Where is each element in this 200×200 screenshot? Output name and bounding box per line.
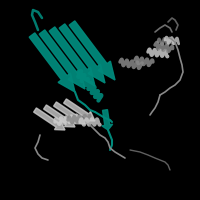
FancyArrow shape (29, 33, 75, 92)
FancyArrow shape (59, 24, 105, 83)
FancyArrow shape (69, 21, 115, 80)
FancyArrow shape (102, 110, 113, 130)
FancyArrow shape (64, 99, 95, 121)
FancyArrow shape (34, 108, 65, 130)
FancyArrow shape (44, 105, 75, 127)
FancyArrow shape (39, 30, 85, 89)
FancyArrow shape (54, 102, 85, 124)
FancyArrow shape (49, 27, 95, 86)
